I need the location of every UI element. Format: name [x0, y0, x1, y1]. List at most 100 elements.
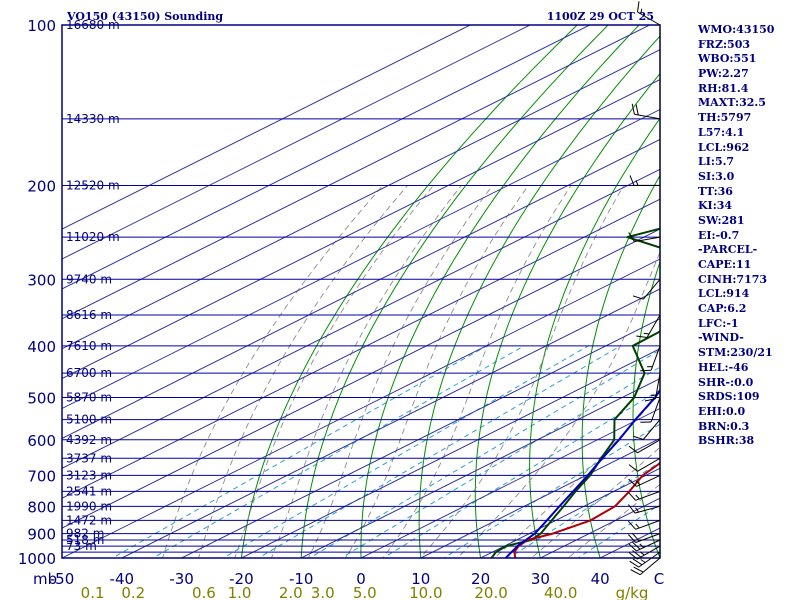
wind-barb-staff	[634, 113, 661, 120]
index-line: STM:230/21	[698, 346, 773, 360]
grid-layer	[62, 25, 660, 558]
index-line: TH:5797	[698, 111, 752, 125]
index-line: CAP:6.2	[698, 302, 747, 316]
wind-barb	[631, 103, 661, 120]
isotherm-line	[300, 378, 660, 558]
wind-barbs-layer	[628, 1, 661, 576]
index-line: SW:281	[698, 213, 745, 227]
wind-barb-flag	[636, 335, 648, 338]
mixing-ratio-line	[111, 345, 488, 558]
wind-barb	[629, 551, 661, 568]
temperature-profile-line	[513, 461, 660, 558]
parcel-profile-line	[504, 388, 660, 558]
stability-indices-panel: WMO:43150 FRZ:503 WBO:551 PW:2.27 RH:81.4 MAX…	[698, 23, 798, 449]
dry-adiabat-line	[632, 260, 660, 558]
mixing-ratio-line	[576, 503, 660, 558]
isotherm-line	[62, 25, 591, 290]
index-line: LI:5.7	[698, 155, 735, 169]
moist-adiabat-line	[530, 446, 660, 558]
temperature-unit-label: C	[654, 570, 664, 588]
height-label: 16680 m	[66, 18, 120, 32]
temperature-tick-label: -10	[289, 570, 314, 588]
pressure-tick-label: 800	[27, 498, 56, 516]
height-label: 3123 m	[66, 468, 112, 482]
wind-barb-flag	[631, 103, 635, 115]
wind-barb	[629, 175, 660, 186]
pressure-tick-label: 400	[27, 338, 56, 356]
moist-adiabat-line	[162, 185, 384, 558]
wind-barb-half-flag	[640, 559, 646, 563]
index-line: SRDS:109	[698, 390, 760, 404]
isotherm-line	[62, 168, 660, 469]
index-line: WBO:551	[698, 52, 757, 66]
wind-barb-flag	[629, 560, 639, 568]
isotherm-line	[419, 437, 660, 558]
moist-adiabat-line	[198, 185, 408, 558]
mixing-ratio-label: 3.0	[311, 584, 335, 600]
wind-barb-flag	[635, 104, 639, 116]
mixing-ratio-line	[382, 389, 660, 558]
moist-adiabat-line	[344, 185, 529, 558]
mixing-ratio-label: 1.0	[228, 584, 252, 600]
index-line: WMO:43150	[698, 23, 775, 36]
mixing-ratio-line	[442, 423, 660, 558]
wind-barb-staff	[634, 505, 661, 514]
wind-barb-flag	[632, 550, 642, 558]
wind-barb-flag	[628, 464, 638, 472]
wind-barb	[632, 419, 661, 440]
wind-barb-flag	[632, 435, 644, 440]
wind-barb	[628, 532, 661, 543]
wind-barb	[628, 232, 661, 243]
height-label: 518 m	[66, 533, 104, 547]
isotherm-line	[62, 49, 660, 350]
wind-barb-half-flag	[635, 480, 641, 486]
wind-barb-half-flag	[635, 494, 640, 500]
moist-adiabat-line	[567, 483, 660, 558]
isotherm-line	[62, 25, 532, 260]
moist-adiabat-line	[456, 251, 660, 558]
pressure-tick-label: 200	[27, 177, 56, 195]
index-line: SI:3.0	[698, 169, 735, 183]
wind-barb-flag	[628, 520, 636, 530]
wind-barb	[630, 557, 661, 576]
isotherm-line	[240, 348, 660, 558]
moist-adiabat-line	[419, 185, 625, 558]
wind-barb-flag	[631, 532, 640, 542]
wind-barb-staff	[639, 557, 661, 576]
wind-barb-half-flag	[635, 507, 640, 513]
wind-barb-half-flag	[643, 332, 650, 335]
wind-barb	[628, 519, 661, 530]
isotherm-line	[120, 288, 660, 558]
height-label: 1472 m	[66, 513, 112, 527]
mixing-ratio-label: 2.0	[279, 584, 303, 600]
pressure-tick-label: 600	[27, 432, 56, 450]
index-line: -PARCEL-	[698, 243, 758, 257]
dry-adiabat-line	[418, 35, 660, 558]
height-label: 4392 m	[66, 433, 112, 447]
dry-adiabat-line	[300, 25, 609, 558]
index-line: LCL:962	[698, 140, 750, 154]
station-title: VO150 (43150) Sounding	[66, 10, 223, 23]
mixing-ratio-label: 20.0	[474, 584, 507, 600]
wind-barb-staff	[637, 11, 661, 26]
pressure-tick-label: 500	[27, 390, 56, 408]
mixing-ratio-line	[151, 345, 525, 558]
moist-adiabat-line	[270, 185, 462, 558]
wind-barb-flag	[628, 543, 637, 552]
isotherm-line	[62, 228, 660, 529]
mixing-ratio-line	[257, 345, 621, 558]
dry-adiabat-line	[474, 72, 660, 558]
wind-barb-flag	[628, 552, 638, 560]
index-line: TT:36	[698, 184, 733, 198]
wind-barb-staff	[635, 519, 661, 530]
wind-barb	[628, 457, 661, 472]
wind-barb-half-flag	[635, 180, 639, 186]
isotherm-line	[62, 79, 660, 380]
wind-barb-flag	[628, 232, 635, 242]
temperature-tick-label: -40	[110, 570, 135, 588]
wind-barb-staff	[635, 490, 661, 501]
height-label: 6700 m	[66, 366, 112, 380]
height-label: 14330 m	[66, 112, 120, 126]
height-label: 982 m	[66, 527, 104, 541]
